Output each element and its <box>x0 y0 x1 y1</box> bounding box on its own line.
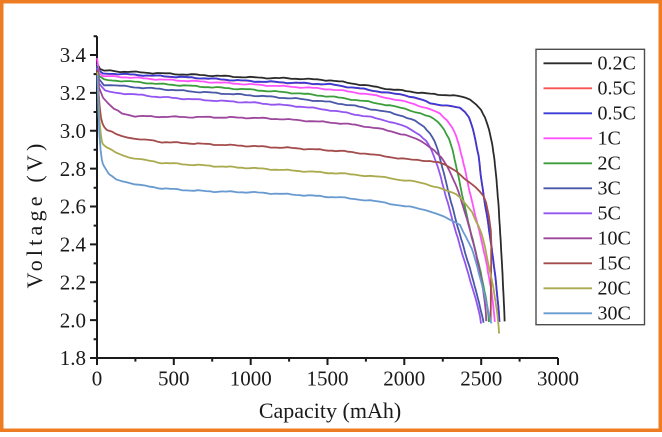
svg-text:15C: 15C <box>598 253 631 275</box>
svg-text:1C: 1C <box>598 128 621 150</box>
svg-text:0: 0 <box>92 367 103 391</box>
svg-text:500: 500 <box>158 367 190 391</box>
svg-text:0.2C: 0.2C <box>598 53 636 75</box>
svg-text:3C: 3C <box>598 178 621 200</box>
svg-text:3000: 3000 <box>537 367 579 391</box>
svg-text:3.0: 3.0 <box>60 119 86 143</box>
svg-text:10C: 10C <box>598 228 631 250</box>
svg-text:Capacity (mAh): Capacity (mAh) <box>259 398 401 423</box>
svg-text:3.2: 3.2 <box>60 81 86 105</box>
svg-text:0.5C: 0.5C <box>598 103 636 125</box>
svg-text:2500: 2500 <box>460 367 502 391</box>
svg-text:2.2: 2.2 <box>60 270 86 294</box>
svg-text:2.8: 2.8 <box>60 157 86 181</box>
svg-text:1.8: 1.8 <box>60 346 86 370</box>
svg-text:0.5C: 0.5C <box>598 78 636 100</box>
svg-text:3.4: 3.4 <box>60 43 87 67</box>
svg-text:2C: 2C <box>598 153 621 175</box>
svg-text:1000: 1000 <box>230 367 272 391</box>
svg-text:30C: 30C <box>598 303 631 325</box>
svg-text:1500: 1500 <box>307 367 349 391</box>
svg-text:5C: 5C <box>598 203 621 225</box>
svg-text:2.0: 2.0 <box>60 308 86 332</box>
svg-text:2.6: 2.6 <box>60 195 86 219</box>
svg-text:20C: 20C <box>598 278 631 300</box>
svg-text:2.4: 2.4 <box>60 233 87 257</box>
svg-text:Voltage (V): Voltage (V) <box>22 139 47 288</box>
svg-text:2000: 2000 <box>383 367 425 391</box>
